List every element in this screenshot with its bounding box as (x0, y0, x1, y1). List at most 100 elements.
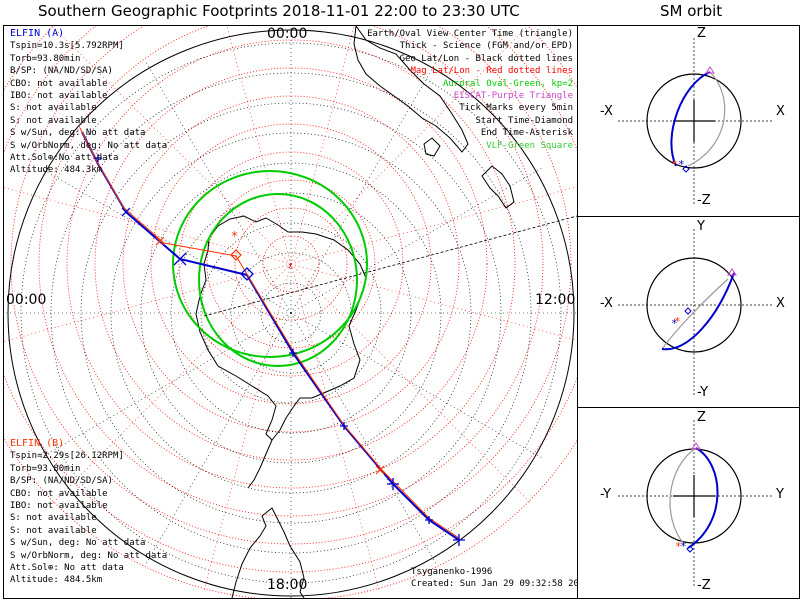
geo-lon-line (290, 312, 543, 459)
geo-lat-circle (260, 282, 322, 344)
mag-lon-line (4, 187, 292, 265)
geo-lon-line (39, 312, 292, 459)
mag-lat-circle (234, 207, 348, 321)
elfin-a-line: IBO: not available (10, 91, 108, 102)
tasmania-coastline (423, 137, 441, 157)
mag-lat-circle (150, 123, 432, 405)
elfin-a-line: Altitude: 484.3km (10, 165, 103, 176)
sm-axis-up: Y (697, 219, 705, 234)
elfin-a-ticks (94, 154, 465, 546)
time-tick (155, 236, 165, 246)
legend-item: Geo Lat/Lon - Black dotted lines (399, 53, 573, 64)
geo-lat-circle (140, 162, 442, 464)
elfin-a-start-diamond (240, 267, 254, 281)
elfin-a-line: Tspin=10.3s[5.792RPM] (10, 41, 124, 52)
time-tick (375, 465, 385, 475)
mag-lat-circle (206, 179, 376, 349)
time-tick (289, 349, 297, 357)
mag-lon-line (290, 26, 355, 265)
mag-lon-line (290, 263, 533, 505)
sm-orbit-xz-panel: * * Z -Z -X X (577, 25, 800, 217)
elfin-b-name: ELFIN (B) (10, 438, 65, 449)
legend-item: Tick Marks every 5min (459, 103, 573, 114)
mag-lon-line (290, 263, 577, 341)
elfin-b-start-diamond (230, 249, 242, 261)
elfin-a-line: Torb=93.80min (10, 53, 81, 64)
elfin-b-start-asterisk: * (231, 229, 238, 243)
start-diamond (686, 545, 694, 553)
mag-lat-circle (38, 26, 544, 517)
geo-lon-line (145, 312, 292, 565)
elfin-b-line: B/SP: (NA/ND/SD/SA) (10, 476, 113, 487)
time-tick (94, 154, 102, 162)
mag-lat-lon-grid (4, 26, 577, 598)
new-zealand-coastline (481, 165, 515, 209)
sm-axis-down: -Z (697, 578, 711, 593)
sm-axis-down: -Y (697, 385, 709, 400)
mag-lon-line (290, 263, 380, 593)
mag-lon-line (290, 26, 529, 265)
geo-lat-circle (20, 42, 562, 584)
credits: Tsyganenko-1996 Created: Sun Jan 29 09:3… (411, 566, 577, 591)
sun-direction-line (203, 215, 577, 317)
time-tick (173, 252, 187, 266)
legend-item: EISCAT-Purple Triangle (453, 91, 573, 102)
orbit-back-side (687, 71, 726, 167)
field-model-label: Tsyganenko-1996 (411, 567, 493, 577)
geo-lon-line (290, 312, 437, 565)
elfin-b-line: Altitude: 484.5km (10, 575, 103, 586)
mag-lon-line (51, 26, 292, 265)
elfin-b-line: S w/Sun, deg: No att data (10, 538, 146, 549)
geo-lon-line (290, 167, 543, 314)
elfin-b-ticks (155, 236, 385, 475)
mlt-label-top: 00:00 (267, 26, 308, 42)
mlt-label-right: 12:00 (535, 292, 576, 308)
sm-axis-right: X (776, 296, 785, 311)
legend-item: Start Time-Diamond (475, 115, 573, 126)
earth-outline (646, 73, 742, 169)
orbit-back-side (661, 278, 729, 350)
orbit-end-marker: * (674, 315, 681, 328)
sm-orbit-xy-panel: * * Y -Y -X X (577, 216, 800, 408)
mlt-label-bottom: 18:00 (267, 577, 308, 593)
view-center-triangle (691, 442, 701, 450)
earth-outline (646, 257, 742, 353)
mag-lat-circle (178, 151, 404, 377)
orbit-start-marker: * (678, 158, 685, 171)
time-tick (453, 534, 465, 546)
orbit-start-marker: * (671, 317, 678, 330)
mag-lat-circle (4, 26, 577, 573)
elfin-a-line: S: not available (10, 103, 97, 114)
sm-axis-right: Y (776, 487, 784, 502)
geo-lon-line (39, 167, 292, 314)
legend-item: Thick - Science (FGM and/or EPD) (399, 41, 573, 52)
time-tick (387, 478, 399, 490)
orbit-front-side (687, 447, 719, 549)
elfin-a-info: ELFIN (A) Tspin=10.3s[5.792RPM] Torb=93.… (10, 28, 167, 177)
auroral-oval (172, 170, 368, 367)
mag-lon-line (203, 263, 292, 593)
elfin-a-line: S w/OrbNorm, deg: No att data (10, 140, 168, 151)
elfin-b-line: IBO: not available (10, 501, 108, 512)
legend-item: End Time-Asterisk (480, 128, 573, 139)
elfin-b-line: Att.Sol⊕: No att data (10, 563, 124, 574)
map-horizon (7, 29, 575, 597)
elfin-a-line: CBO: not available (10, 78, 108, 89)
elfin-b-line: S: not available (10, 525, 97, 536)
geo-lat-circle (80, 102, 502, 524)
legend-item: Earth/Oval View Center Time (triangle) (367, 29, 573, 39)
sm-axis-left: -X (600, 104, 613, 119)
mag-lat-circle (94, 67, 488, 461)
elfin-b-info: ELFIN (B) Tspin=2.29s[26.12RPM] Torb=93.… (10, 438, 167, 587)
footprint-map-panel: x * ELFIN (A) Tspin=10.3s[5.792RPM] Torb… (3, 25, 578, 599)
start-diamond (684, 307, 692, 315)
orbit-start-marker: * (680, 540, 687, 553)
view-center-triangle (705, 66, 715, 74)
geo-lon-line (145, 61, 292, 314)
sm-orbit-yz-panel: * * Z -Z -Y Y (577, 407, 800, 599)
elfin-b-line: S w/OrbNorm, deg: No att data (10, 550, 168, 561)
sm-axis-down: -Z (697, 193, 711, 208)
orbit-front-side (661, 272, 735, 351)
sm-axis-left: -Y (600, 487, 612, 502)
australia-coastline (353, 26, 469, 153)
